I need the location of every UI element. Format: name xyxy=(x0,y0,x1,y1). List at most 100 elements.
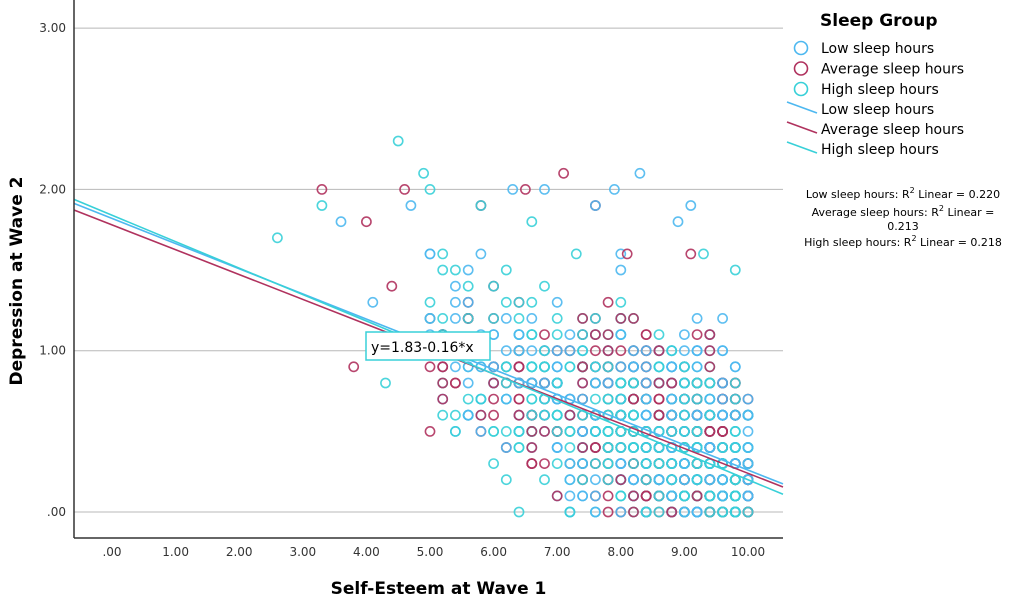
data-point xyxy=(577,345,588,357)
data-point xyxy=(475,409,487,421)
data-point xyxy=(634,167,646,179)
data-point xyxy=(590,200,601,211)
data-point xyxy=(424,425,436,437)
data-point xyxy=(500,345,512,357)
data-point xyxy=(526,442,538,453)
data-point xyxy=(564,458,576,469)
data-point xyxy=(551,296,563,308)
legend-item-marker: High sleep hours xyxy=(793,81,939,98)
data-point xyxy=(653,425,665,437)
data-point xyxy=(602,345,614,357)
axes xyxy=(73,0,783,539)
data-point xyxy=(551,409,563,421)
data-point xyxy=(488,425,499,437)
data-point xyxy=(742,409,754,421)
data-point xyxy=(729,506,741,518)
data-point xyxy=(615,474,627,486)
data-point xyxy=(564,329,576,340)
data-point xyxy=(437,377,449,389)
data-point xyxy=(602,442,614,453)
data-point xyxy=(520,183,531,195)
data-point xyxy=(475,425,487,437)
data-point xyxy=(628,409,639,421)
x-tick-labels: .00 1.00 2.00 3.00 4.00 5.00 6.00 7.00 8.00 9.00 1… xyxy=(102,545,765,559)
r-squared-label: Average sleep hours: R2 Linear = xyxy=(812,204,995,219)
data-point xyxy=(609,183,620,195)
data-point xyxy=(449,312,461,324)
data-point xyxy=(590,442,601,453)
data-point xyxy=(640,377,652,389)
data-point xyxy=(653,506,665,518)
data-point xyxy=(628,361,639,373)
data-point xyxy=(386,280,398,292)
legend-label: Average sleep hours xyxy=(821,62,964,78)
data-point xyxy=(615,490,627,502)
legend-item-line: High sleep hours xyxy=(786,141,939,158)
y-tick-label: 3.00 xyxy=(39,21,66,35)
data-point xyxy=(615,442,627,453)
data-point xyxy=(704,345,716,357)
data-point xyxy=(564,506,576,518)
data-point xyxy=(640,490,652,502)
data-point xyxy=(704,490,716,502)
data-point xyxy=(551,345,563,357)
data-point xyxy=(462,409,474,421)
data-point xyxy=(679,393,690,405)
data-point xyxy=(564,425,576,437)
legend-label: Low sleep hours xyxy=(821,41,934,57)
data-point xyxy=(526,296,538,308)
r-squared-label: Low sleep hours: R2 Linear = 0.220 xyxy=(806,186,1000,201)
data-point xyxy=(437,361,449,373)
data-point xyxy=(488,458,499,469)
data-point xyxy=(449,361,461,373)
data-point xyxy=(449,296,461,308)
data-point xyxy=(577,442,588,453)
line-marker-icon xyxy=(786,101,818,114)
data-point xyxy=(488,312,499,324)
data-point xyxy=(539,361,550,373)
data-point xyxy=(679,425,690,437)
data-point xyxy=(602,425,614,437)
x-tick-label: 6.00 xyxy=(480,545,507,559)
data-point xyxy=(615,458,627,469)
data-point xyxy=(399,183,410,195)
legend-item-marker: Average sleep hours xyxy=(793,61,964,78)
circle-marker-icon xyxy=(793,81,809,97)
r-squared-labels: Low sleep hours: R2 Linear = 0.220 Averag… xyxy=(804,186,1002,249)
data-point xyxy=(526,345,538,357)
legend: Sleep Group Low sleep hours Average sleep… xyxy=(786,11,964,158)
x-tick-label: 8.00 xyxy=(607,545,634,559)
data-point xyxy=(577,474,588,486)
data-point xyxy=(672,216,684,228)
data-point xyxy=(717,490,728,502)
data-point xyxy=(628,377,639,389)
data-point xyxy=(729,442,741,453)
data-point xyxy=(640,506,652,518)
data-point xyxy=(628,490,639,502)
data-point xyxy=(551,458,563,469)
equation-annotation[interactable]: y=1.83-0.16*x xyxy=(365,331,491,361)
data-point xyxy=(462,377,474,389)
data-point xyxy=(679,490,690,502)
data-point xyxy=(628,345,639,357)
data-point xyxy=(717,409,728,421)
data-point xyxy=(462,312,474,324)
equation-text: y=1.83-0.16*x xyxy=(371,340,474,356)
data-point xyxy=(691,329,703,340)
line-marker-icon xyxy=(786,141,818,154)
data-point xyxy=(717,345,728,357)
data-point xyxy=(437,409,449,421)
data-point xyxy=(526,458,538,469)
data-point xyxy=(717,312,728,324)
data-point xyxy=(640,442,652,453)
data-point xyxy=(462,393,474,405)
data-point xyxy=(704,474,716,486)
data-point xyxy=(666,474,678,486)
data-point xyxy=(500,296,512,308)
data-point xyxy=(615,361,627,373)
data-point xyxy=(392,135,404,147)
data-point xyxy=(698,248,709,260)
data-point xyxy=(653,490,665,502)
data-point xyxy=(590,425,601,437)
data-point xyxy=(513,425,525,437)
